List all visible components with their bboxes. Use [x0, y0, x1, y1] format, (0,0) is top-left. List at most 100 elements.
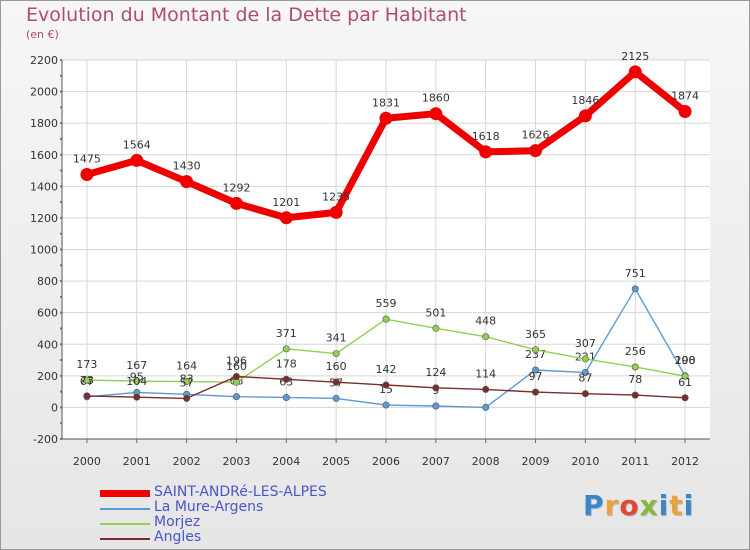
data-point — [83, 376, 91, 384]
data-point — [83, 392, 91, 400]
y-minor-tick — [60, 390, 62, 393]
data-label: 1564 — [123, 138, 151, 151]
x-tick-label: 2008 — [472, 455, 500, 468]
x-tick-label: 2012 — [671, 455, 699, 468]
y-tick-label: -200 — [33, 433, 58, 446]
data-point — [282, 393, 290, 401]
data-label: 167 — [126, 359, 147, 372]
data-point — [282, 375, 290, 383]
y-minor-tick — [60, 343, 62, 346]
x-tick-label: 2000 — [73, 455, 101, 468]
y-minor-tick — [60, 327, 62, 330]
legend-swatch — [100, 490, 150, 497]
data-point — [282, 345, 290, 353]
series-3: 173 167 164 160 371 341 559 501 448 365 307 256 198 — [76, 297, 696, 386]
data-label: 124 — [425, 366, 446, 379]
data-label: 1475 — [73, 152, 101, 165]
y-tick-label: 0 — [51, 401, 58, 414]
legend-label: Angles — [154, 529, 202, 545]
y-minor-tick — [60, 311, 62, 314]
data-label: 57 — [180, 376, 194, 389]
y-minor-tick — [60, 359, 62, 362]
y-minor-tick — [60, 74, 62, 77]
data-point — [631, 391, 639, 399]
chart-subtitle: (en €) — [26, 28, 59, 41]
data-point — [279, 211, 293, 225]
y-minor-tick — [60, 280, 62, 283]
data-point — [529, 144, 543, 158]
data-point — [631, 285, 639, 293]
data-point — [382, 381, 390, 389]
y-minor-tick — [60, 216, 62, 219]
data-point — [678, 104, 692, 118]
y-tick-label: 1000 — [30, 244, 58, 257]
y-minor-tick — [60, 232, 62, 235]
data-point — [329, 205, 343, 219]
data-label: 164 — [176, 360, 197, 373]
y-minor-tick — [60, 438, 62, 440]
proxiti-logo: Proxiti — [583, 489, 694, 522]
x-tick-label: 2007 — [422, 455, 450, 468]
data-label: 78 — [628, 373, 642, 386]
data-label: 1846 — [571, 94, 599, 107]
logo-letter: i — [658, 489, 670, 522]
data-point — [581, 355, 589, 363]
data-point — [532, 346, 540, 354]
data-label: 341 — [326, 332, 347, 345]
x-tick-label: 2002 — [173, 455, 201, 468]
logo-letter: t — [669, 489, 684, 522]
legend-label: SAINT-ANDRé-LES-ALPES — [154, 484, 327, 500]
data-label: 200 — [675, 354, 696, 367]
data-label: 160 — [226, 360, 247, 373]
data-point — [382, 401, 390, 409]
data-point — [631, 363, 639, 371]
data-point — [578, 109, 592, 123]
series-layer: 6795836863571592372217512001731671641603… — [73, 50, 699, 411]
data-point — [332, 394, 340, 402]
legend-label: La Mure-Argens — [154, 499, 264, 515]
data-point — [133, 393, 141, 401]
data-point — [183, 394, 191, 402]
data-point — [80, 167, 94, 181]
y-minor-tick — [60, 374, 62, 377]
data-point — [432, 384, 440, 392]
data-label: 178 — [276, 357, 297, 370]
logo-letter: P — [583, 489, 605, 522]
x-tick-label: 2006 — [372, 455, 400, 468]
chart-title: Evolution du Montant de la Dette par Hab… — [26, 4, 467, 26]
data-point — [628, 65, 642, 79]
y-tick-label: 800 — [37, 275, 58, 288]
legend-swatch — [100, 523, 150, 525]
legend-swatch — [100, 508, 150, 510]
x-tick-label: 2001 — [123, 455, 151, 468]
data-label: 87 — [578, 372, 592, 385]
data-label: 1860 — [422, 92, 450, 105]
data-point — [432, 324, 440, 332]
y-minor-tick — [60, 201, 62, 204]
y-tick-label: 2200 — [30, 54, 58, 67]
data-point — [479, 145, 493, 159]
legend-label: Morjez — [154, 514, 201, 530]
data-point — [681, 394, 689, 402]
data-point — [581, 369, 589, 377]
y-minor-tick — [60, 153, 62, 156]
data-point — [382, 315, 390, 323]
data-point — [581, 390, 589, 398]
data-label: 15 — [379, 383, 393, 396]
y-minor-tick — [60, 122, 62, 125]
y-tick-label: 1200 — [30, 212, 58, 225]
y-tick-label: 400 — [37, 338, 58, 351]
data-label: 173 — [76, 358, 97, 371]
data-label: 104 — [126, 375, 147, 388]
data-point — [532, 366, 540, 374]
data-label: 73 — [80, 374, 94, 387]
data-point — [482, 403, 490, 411]
data-label: 307 — [575, 337, 596, 350]
y-minor-tick — [60, 185, 62, 188]
y-minor-tick — [60, 248, 62, 251]
x-tick-label: 2005 — [322, 455, 350, 468]
logo-letter: o — [619, 489, 640, 522]
y-minor-tick — [60, 137, 62, 140]
data-point — [332, 378, 340, 386]
data-label: 1292 — [222, 181, 250, 194]
